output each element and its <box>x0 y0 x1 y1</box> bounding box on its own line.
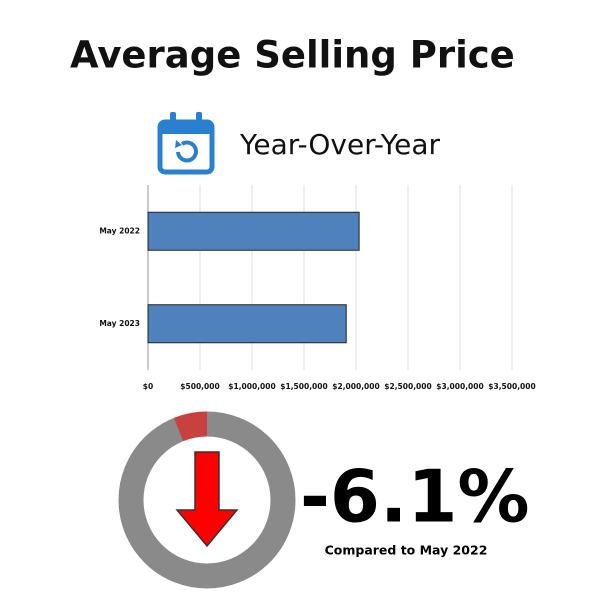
x-tick-label: $0 <box>143 382 153 391</box>
x-tick-label: $500,000 <box>180 382 219 391</box>
x-tick-label: $1,500,000 <box>280 382 327 391</box>
x-tick-label: $2,000,000 <box>332 382 379 391</box>
bar <box>147 211 360 251</box>
subtitle: Year-Over-Year <box>239 128 440 161</box>
down-arrow <box>175 451 239 548</box>
bar <box>147 304 347 344</box>
y-tick-label: May 2022 <box>99 226 140 235</box>
x-tick-label: $1,000,000 <box>228 382 275 391</box>
x-tick-label: $2,500,000 <box>384 382 431 391</box>
x-tick-label: $3,500,000 <box>488 382 535 391</box>
x-tick-label: $3,000,000 <box>436 382 483 391</box>
bar-chart: $0 $500,000 $1,000,000 $1,500,000 $2,000,000… <box>99 185 536 391</box>
change-note: Compared to May 2022 <box>325 543 488 558</box>
donut <box>118 411 296 589</box>
donut-slice <box>173 411 208 442</box>
title: Average Selling Price <box>70 34 515 77</box>
y-tick-label: May 2023 <box>99 319 140 328</box>
change-value: -6.1% <box>300 455 530 539</box>
calendar-icon <box>157 112 215 175</box>
